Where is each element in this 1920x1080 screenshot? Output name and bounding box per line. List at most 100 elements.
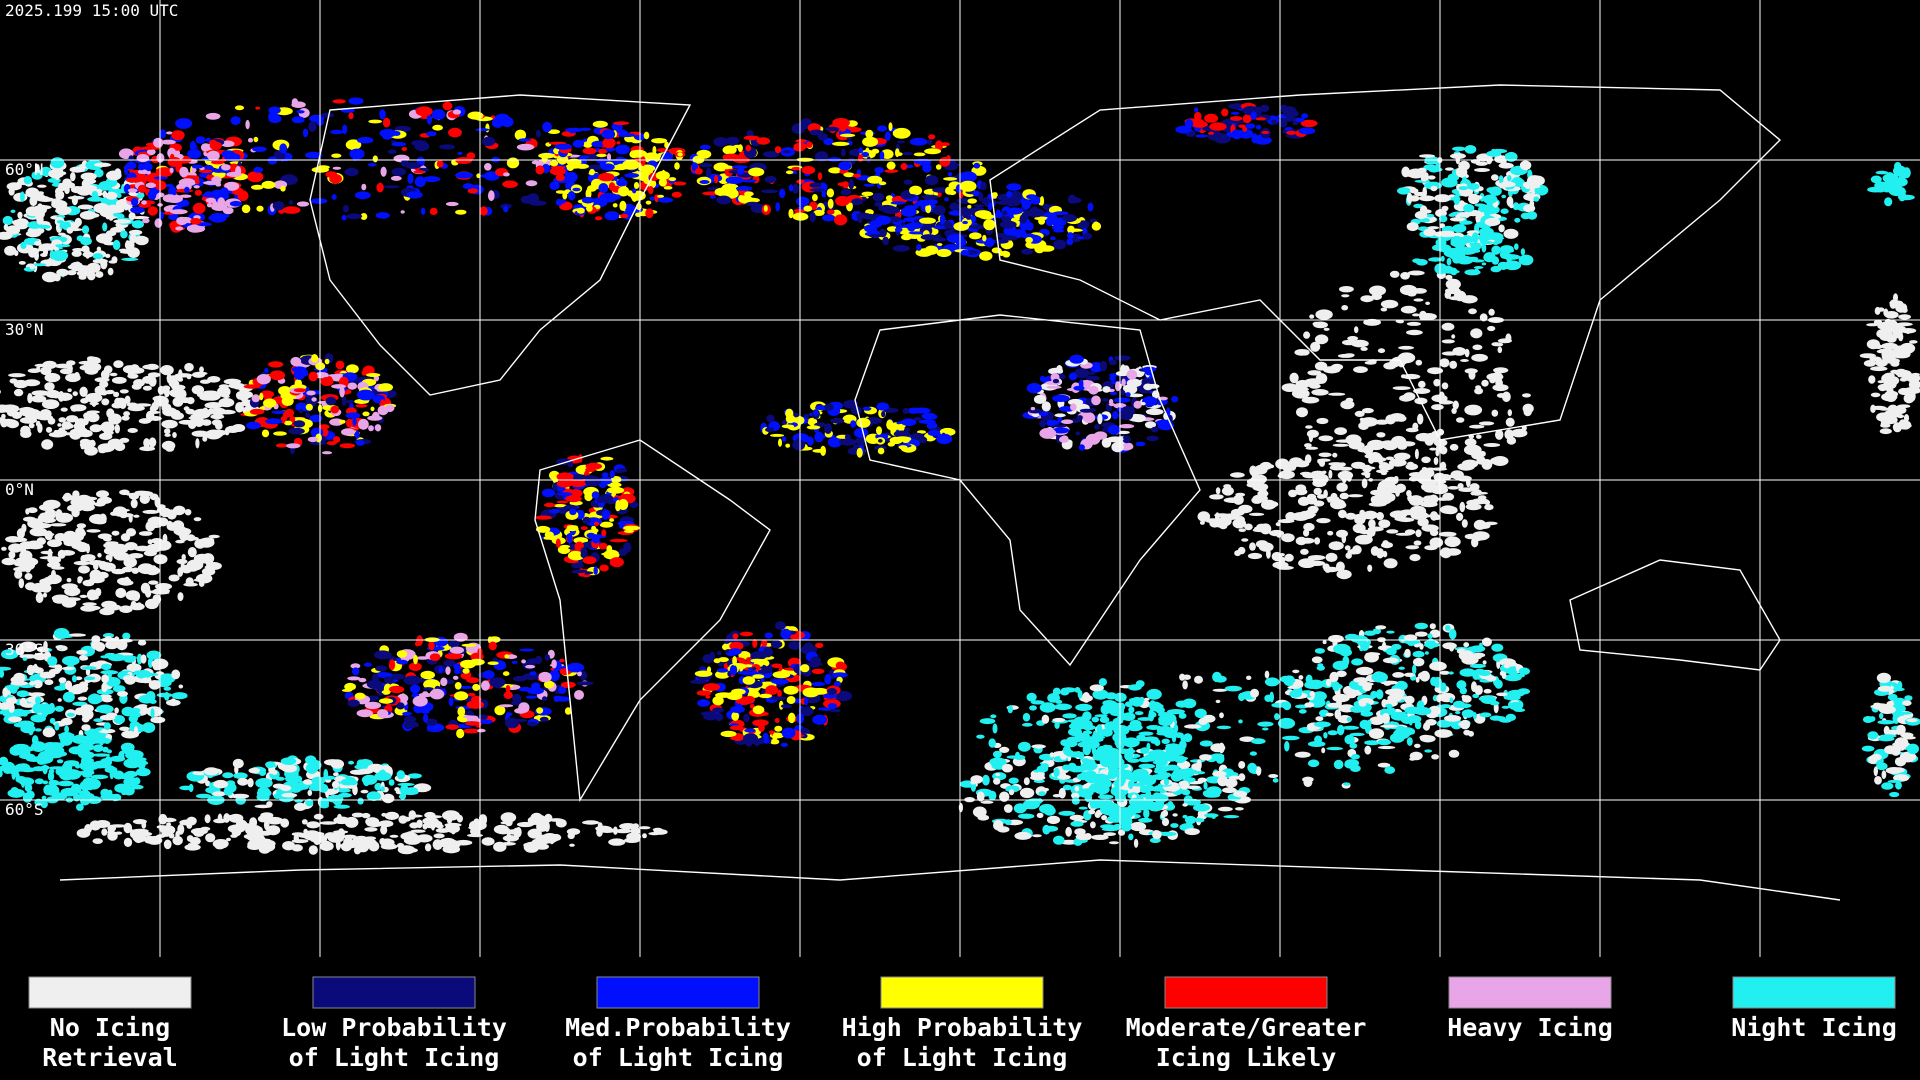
cloud-speck <box>104 604 122 611</box>
cloud-speck <box>1478 696 1488 701</box>
cloud-speck <box>1154 766 1172 772</box>
cloud-speck <box>1359 509 1366 517</box>
cloud-speck <box>1498 224 1505 233</box>
cloud-speck <box>466 700 485 709</box>
cloud-speck <box>852 173 861 178</box>
cloud-speck <box>1513 708 1526 712</box>
cloud-speck <box>858 147 864 154</box>
cloud-speck <box>1312 321 1321 327</box>
cloud-speck <box>387 149 397 154</box>
cloud-speck <box>17 211 23 219</box>
cloud-speck <box>1129 719 1142 729</box>
cloud-speck <box>652 827 663 832</box>
cloud-speck <box>493 841 507 852</box>
cloud-speck <box>1419 313 1437 321</box>
cloud-speck <box>817 133 828 141</box>
cloud-speck <box>606 545 613 554</box>
cloud-speck <box>64 530 77 538</box>
cloud-speck <box>1398 441 1416 447</box>
cloud-speck <box>1146 742 1151 752</box>
cloud-speck <box>615 468 628 473</box>
cloud-speck <box>1001 763 1013 773</box>
cloud-speck <box>1352 545 1362 555</box>
cloud-speck <box>1429 529 1439 537</box>
cloud-speck <box>346 213 363 220</box>
cloud-speck <box>1350 682 1359 689</box>
cloud-speck <box>1314 537 1321 545</box>
cloud-speck <box>1447 486 1460 490</box>
cloud-speck <box>1491 256 1500 265</box>
cloud-speck <box>148 680 161 690</box>
cloud-speck <box>1134 711 1144 716</box>
cloud-speck <box>1257 721 1274 727</box>
cloud-speck <box>699 180 710 184</box>
cloud-speck <box>55 512 74 523</box>
cloud-speck <box>145 520 156 532</box>
cloud-speck <box>1505 417 1515 427</box>
cloud-speck <box>564 504 577 510</box>
cloud-speck <box>1427 633 1433 639</box>
cloud-speck <box>80 237 92 246</box>
cloud-speck <box>89 820 101 831</box>
cloud-speck <box>36 646 49 653</box>
cloud-speck <box>429 207 438 215</box>
cloud-speck <box>79 654 87 661</box>
cloud-speck <box>1336 698 1342 707</box>
cloud-speck <box>42 360 57 370</box>
cloud-speck <box>1391 643 1402 650</box>
cloud-speck <box>422 176 441 183</box>
cloud-speck <box>1039 803 1055 814</box>
cloud-speck <box>699 162 713 168</box>
cloud-speck <box>1473 266 1484 269</box>
cloud-speck <box>293 369 306 380</box>
cloud-speck <box>32 195 50 201</box>
cloud-speck <box>1346 693 1357 699</box>
cloud-speck <box>1889 182 1896 187</box>
cloud-speck <box>1222 787 1237 794</box>
cloud-speck <box>1902 700 1912 706</box>
cloud-speck <box>1054 703 1072 711</box>
cloud-speck <box>1285 383 1297 390</box>
cloud-speck <box>1308 679 1324 690</box>
cloud-speck <box>36 753 54 764</box>
cloud-speck <box>319 798 330 808</box>
cloud-speck <box>1433 676 1442 688</box>
cloud-speck <box>976 734 985 739</box>
cloud-speck <box>1138 817 1153 823</box>
cloud-speck <box>599 564 609 572</box>
cloud-speck <box>256 374 271 385</box>
cloud-speck <box>1518 667 1531 675</box>
cloud-speck <box>1282 735 1300 741</box>
cloud-speck <box>1441 205 1449 212</box>
cloud-speck <box>1251 474 1267 485</box>
cloud-speck <box>260 812 274 819</box>
cloud-speck <box>1424 651 1429 655</box>
cloud-speck <box>477 728 486 733</box>
cloud-speck <box>1409 751 1423 761</box>
cloud-speck <box>128 553 144 559</box>
cloud-speck <box>131 591 141 602</box>
cloud-speck <box>1507 409 1513 417</box>
cloud-speck <box>623 525 640 531</box>
cloud-speck <box>171 409 181 419</box>
cloud-speck <box>618 548 628 556</box>
cloud-speck <box>1889 355 1896 361</box>
cloud-speck <box>18 261 26 265</box>
cloud-speck <box>1440 255 1445 262</box>
cloud-speck <box>161 419 178 429</box>
cloud-speck <box>433 833 445 839</box>
cloud-speck <box>128 714 138 723</box>
cloud-speck <box>32 263 47 267</box>
cloud-speck <box>147 410 160 414</box>
cloud-speck <box>1349 514 1355 520</box>
cloud-speck <box>574 690 584 700</box>
cloud-speck <box>1289 457 1304 467</box>
cloud-speck <box>105 230 117 237</box>
cloud-speck <box>1359 719 1370 730</box>
cloud-speck <box>392 131 401 136</box>
cloud-speck <box>1485 223 1490 233</box>
cloud-speck <box>1215 699 1221 704</box>
cloud-speck <box>1262 727 1269 731</box>
cloud-speck <box>549 160 559 167</box>
cloud-speck <box>76 269 91 277</box>
